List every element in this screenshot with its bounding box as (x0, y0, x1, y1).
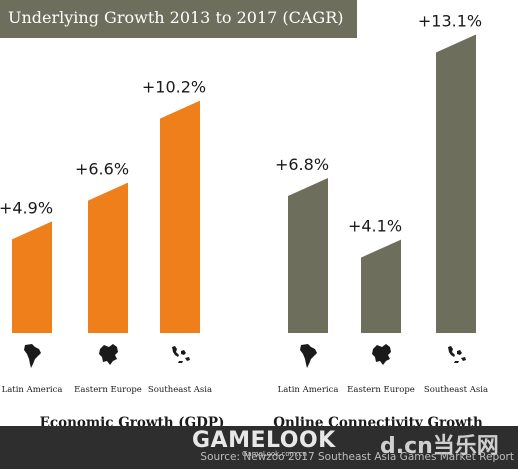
bar-latin-america (12, 221, 52, 333)
latin-america-map-icon (24, 344, 41, 368)
dcn-watermark: d.cn当乐网 (380, 434, 499, 459)
value-label: +4.1% (348, 217, 402, 236)
southeast-asia-map-icon (172, 346, 190, 363)
value-label: +13.1% (418, 12, 482, 31)
southeast-asia-map-icon-shape (172, 346, 190, 363)
region-label: Latin America (2, 385, 63, 395)
gamelook-watermark: GAMELOOK (192, 428, 336, 453)
region-label: Southeast Asia (424, 385, 488, 395)
region-label: Eastern Europe (347, 385, 415, 395)
eastern-europe-map-icon (99, 344, 118, 365)
bar-southeast-asia (160, 100, 200, 333)
chart-title: Underlying Growth 2013 to 2017 (CAGR) (8, 8, 344, 27)
region-label: Southeast Asia (148, 385, 212, 395)
bar-eastern-europe (361, 239, 401, 333)
latin-america-map-icon (300, 344, 317, 368)
eastern-europe-map-icon (372, 344, 391, 365)
value-label: +10.2% (142, 78, 206, 97)
region-label: Eastern Europe (74, 385, 142, 395)
southeast-asia-map-icon (448, 346, 466, 363)
region-label: Latin America (278, 385, 339, 395)
bar-southeast-asia (436, 34, 476, 333)
value-label: +6.6% (75, 160, 129, 179)
connectivity-chart: +6.8% Latin America +4.1% Eastern Europe +13… (273, 12, 488, 431)
source-note: Source: Newzoo 2017 Southeast Asia Games… (200, 451, 514, 463)
title-bar: Underlying Growth 2013 to 2017 (CAGR) (0, 0, 357, 38)
value-label: +4.9% (0, 198, 53, 217)
latin-america-map-icon-shape (300, 344, 317, 368)
value-label: +6.8% (275, 155, 329, 174)
eastern-europe-map-icon-shape (372, 344, 391, 365)
gdp-chart: +4.9% Latin America +6.6% Eastern Europe +10… (0, 78, 224, 431)
eastern-europe-map-icon-shape (99, 344, 118, 365)
bar-latin-america (288, 178, 328, 333)
southeast-asia-map-icon-shape (448, 346, 466, 363)
bar-eastern-europe (88, 182, 128, 333)
gamelook-watermark-url: GameLook.com.cn (242, 450, 307, 458)
latin-america-map-icon-shape (24, 344, 41, 368)
footer-band (0, 426, 518, 469)
